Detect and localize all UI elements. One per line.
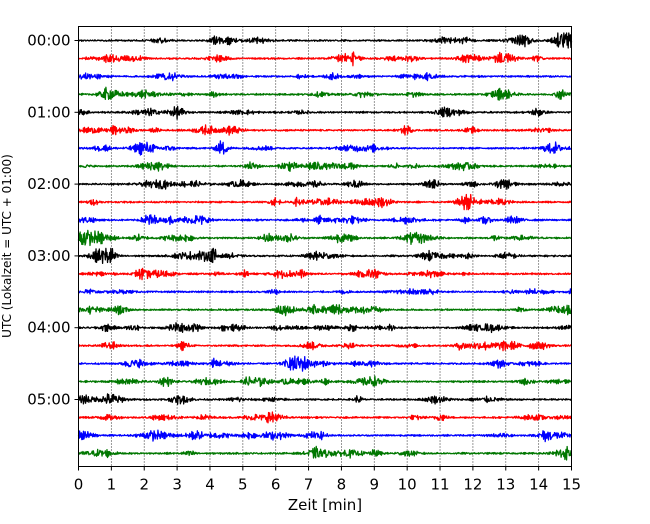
y-tick-label-02:00: 02:00 bbox=[27, 175, 70, 193]
y-tick-label-00:00: 00:00 bbox=[27, 32, 70, 50]
trace-00:30 bbox=[77, 71, 572, 82]
trace-03:00 bbox=[77, 247, 572, 265]
x-tick-label-3: 3 bbox=[172, 476, 182, 494]
trace-05:30 bbox=[77, 429, 572, 443]
trace-04:15 bbox=[77, 340, 572, 352]
trace-00:00 bbox=[78, 32, 573, 49]
trace-04:45 bbox=[78, 375, 572, 388]
x-tick-label-14: 14 bbox=[529, 476, 548, 494]
x-tick-label-10: 10 bbox=[398, 476, 417, 494]
trace-02:45 bbox=[77, 229, 572, 247]
trace-05:15 bbox=[78, 411, 573, 424]
trace-01:30 bbox=[77, 140, 572, 156]
trace-01:15 bbox=[77, 124, 572, 136]
trace-01:45 bbox=[78, 161, 573, 173]
x-tick-label-2: 2 bbox=[139, 476, 149, 494]
trace-05:45 bbox=[77, 445, 573, 461]
y-tick-label-03:00: 03:00 bbox=[27, 247, 70, 265]
x-tick-label-7: 7 bbox=[304, 476, 314, 494]
x-axis-title: Zeit [min] bbox=[288, 496, 362, 514]
y-tick-label-04:00: 04:00 bbox=[27, 319, 70, 337]
x-tick-label-1: 1 bbox=[107, 476, 117, 494]
x-tick-label-6: 6 bbox=[271, 476, 281, 494]
trace-05:00 bbox=[77, 393, 572, 405]
x-tick-label-13: 13 bbox=[496, 476, 515, 494]
x-tick-label-4: 4 bbox=[205, 476, 215, 494]
x-tick-label-12: 12 bbox=[463, 476, 482, 494]
trace-04:00 bbox=[77, 322, 573, 334]
x-tick-label-8: 8 bbox=[337, 476, 347, 494]
trace-03:15 bbox=[77, 267, 572, 281]
x-tick-label-5: 5 bbox=[238, 476, 248, 494]
trace-02:30 bbox=[77, 214, 573, 226]
trace-03:45 bbox=[77, 303, 572, 317]
trace-02:00 bbox=[78, 179, 573, 190]
y-tick-label-01:00: 01:00 bbox=[27, 103, 70, 121]
x-tick-label-15: 15 bbox=[562, 476, 581, 494]
trace-02:15 bbox=[78, 193, 572, 211]
trace-03:30 bbox=[77, 288, 573, 296]
x-tick-label-11: 11 bbox=[430, 476, 449, 494]
trace-01:00 bbox=[77, 105, 572, 120]
y-axis-title: UTC (Lokalzeit = UTC + 01:00) bbox=[0, 154, 14, 338]
y-axis-ticks: 00:00 01:00 02:00 03:00 04:00 05:00 bbox=[27, 32, 79, 409]
trace-00:45 bbox=[77, 86, 573, 101]
trace-layer bbox=[77, 32, 573, 461]
trace-00:15 bbox=[77, 51, 572, 67]
x-tick-label-0: 0 bbox=[74, 476, 84, 494]
plot-frame bbox=[78, 26, 572, 467]
y-tick-label-05:00: 05:00 bbox=[27, 391, 70, 409]
vertical-grid bbox=[110, 26, 540, 467]
x-tick-label-9: 9 bbox=[370, 476, 380, 494]
x-axis-ticks: 0 1 2 3 4 5 6 7 8 9 10 11 12 13 14 15 bbox=[74, 466, 581, 494]
trace-04:30 bbox=[78, 355, 572, 372]
